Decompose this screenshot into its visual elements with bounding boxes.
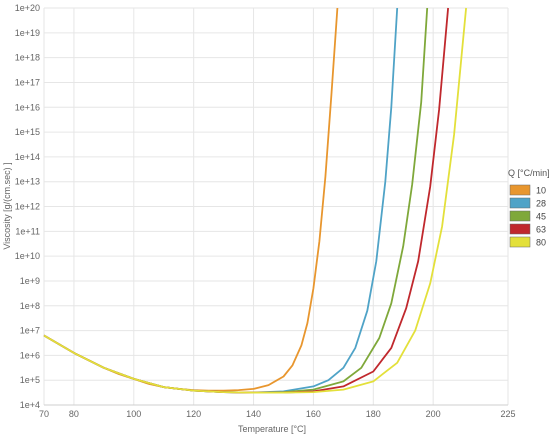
legend-label-63: 63 [536, 225, 546, 235]
legend-label-45: 45 [536, 212, 546, 222]
y-axis-label: Viscosity [g/(cm.sec) ] [2, 162, 12, 249]
x-axis-label: Temperature [°C] [238, 424, 306, 434]
x-tick-label: 180 [366, 409, 381, 419]
y-tick-labels: 1e+4 1e+5 1e+6 1e+7 1e+8 1e+9 1e+10 1e+11 1e+12 1… [15, 3, 40, 410]
grid [43, 7, 509, 406]
legend-swatch-10 [509, 184, 531, 196]
series-line-28 [43, 7, 399, 394]
legend-title: Q [°C/min] [508, 168, 550, 178]
y-tick-label: 1e+7 [20, 326, 40, 336]
y-tick-label: 1e+18 [15, 53, 40, 63]
y-tick-label: 1e+14 [15, 152, 40, 162]
y-tick-label: 1e+9 [20, 276, 40, 286]
y-tick-label: 1e+19 [15, 28, 40, 38]
legend: Q [°C/min] 10 28 45 63 80 [508, 168, 550, 248]
x-tick-label: 160 [306, 409, 321, 419]
x-tick-labels: 70 80 100 120 140 160 180 200 225 [39, 409, 516, 419]
x-tick-label: 200 [426, 409, 441, 419]
y-tick-label: 1e+12 [15, 202, 40, 212]
series-line-45 [43, 7, 429, 394]
y-tick-label: 1e+8 [20, 301, 40, 311]
series-line-80 [43, 7, 467, 394]
x-tick-label: 225 [500, 409, 515, 419]
legend-swatch-45 [509, 210, 531, 222]
series-line-63 [43, 7, 449, 394]
y-tick-label: 1e+20 [15, 3, 40, 13]
series-lines [43, 7, 467, 394]
legend-swatch-28 [509, 197, 531, 209]
x-tick-label: 140 [246, 409, 261, 419]
y-tick-label: 1e+4 [20, 400, 40, 410]
y-tick-label: 1e+16 [15, 102, 40, 112]
y-tick-label: 1e+5 [20, 375, 40, 385]
y-tick-label: 1e+15 [15, 127, 40, 137]
legend-swatch-63 [509, 223, 531, 235]
y-tick-label: 1e+6 [20, 350, 40, 360]
legend-label-80: 80 [536, 238, 546, 248]
legend-label-28: 28 [536, 199, 546, 209]
x-tick-label: 70 [39, 409, 49, 419]
series-line-10 [43, 7, 339, 392]
y-tick-label: 1e+17 [15, 77, 40, 87]
legend-label-10: 10 [536, 186, 546, 196]
y-tick-label: 1e+10 [15, 251, 40, 261]
y-tick-label: 1e+13 [15, 177, 40, 187]
x-tick-label: 100 [126, 409, 141, 419]
legend-swatch-80 [509, 236, 531, 248]
x-tick-label: 80 [69, 409, 79, 419]
x-tick-label: 120 [186, 409, 201, 419]
y-tick-label: 1e+11 [15, 226, 40, 236]
